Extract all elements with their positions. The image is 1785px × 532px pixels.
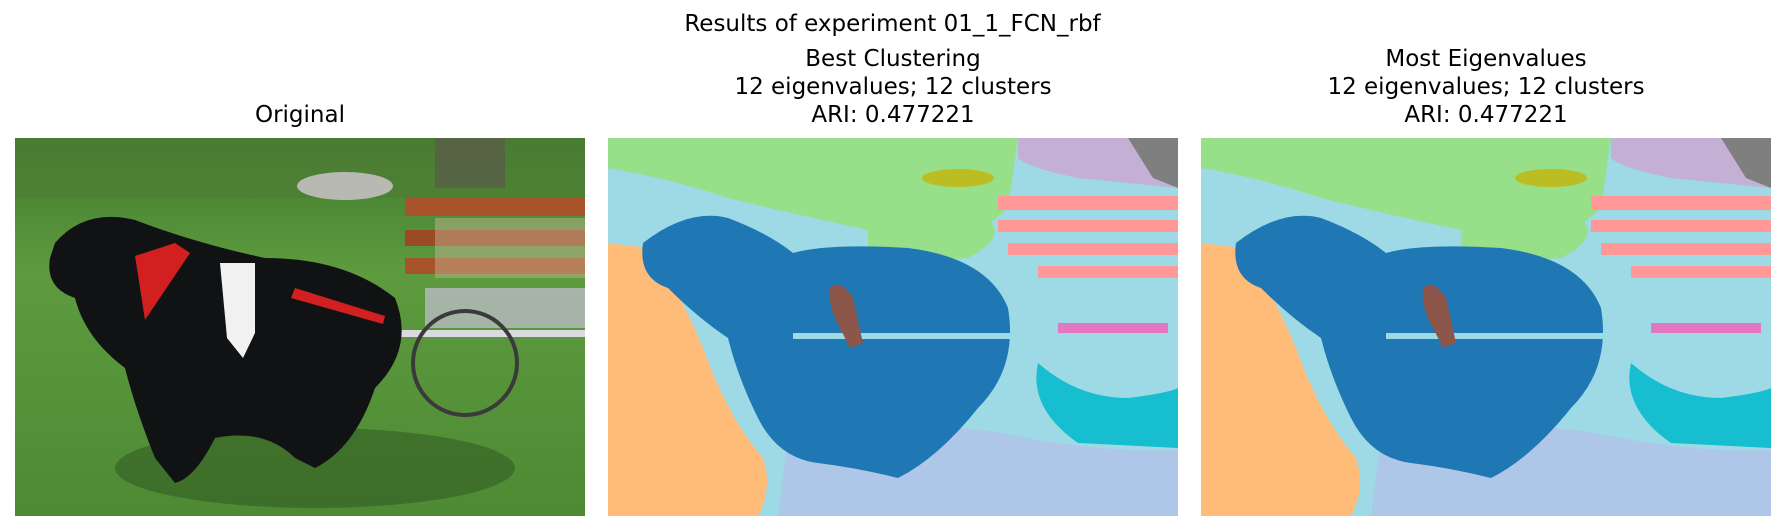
segmentation-map: [608, 138, 1178, 516]
panel-title-line: 12 eigenvalues; 12 clusters: [1327, 74, 1645, 100]
figure-suptitle: Results of experiment 01_1_FCN_rbf: [684, 11, 1101, 37]
panel-title-line: Best Clustering: [805, 46, 981, 72]
segmentation-map: [1201, 138, 1771, 516]
panel-title: Most Eigenvalues 12 eigenvalues; 12 clus…: [1201, 45, 1771, 129]
original-photo: [15, 138, 585, 516]
panel-title: Original: [15, 101, 585, 129]
panel-title-line: 12 eigenvalues; 12 clusters: [734, 74, 1052, 100]
panel-title-line: ARI: 0.477221: [1404, 102, 1568, 128]
panel-title-line: Original: [254, 102, 345, 128]
panel-title-line: ARI: 0.477221: [811, 102, 975, 128]
panel-title-line: Most Eigenvalues: [1385, 46, 1587, 72]
panel-title: Best Clustering 12 eigenvalues; 12 clust…: [608, 45, 1178, 129]
